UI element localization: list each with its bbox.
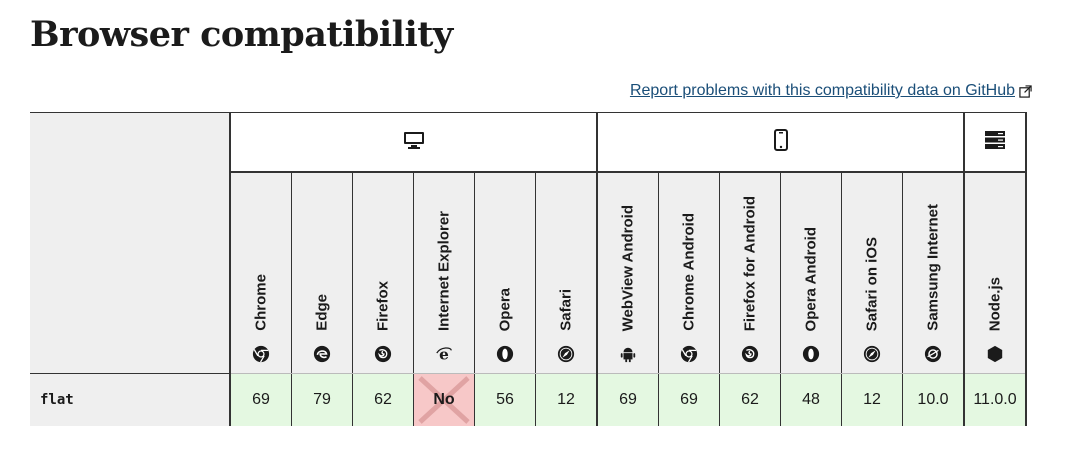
browser-header-firefox-for-android: Firefox for Android	[719, 172, 781, 374]
samsung-internet-icon	[924, 345, 942, 363]
external-link-icon	[1019, 84, 1032, 98]
support-cell[interactable]: 56	[474, 373, 536, 426]
firefox-icon	[741, 345, 759, 363]
browser-name: Samsung Internet	[924, 204, 942, 331]
support-cell[interactable]: 79	[291, 373, 353, 426]
support-value: 69	[619, 391, 637, 408]
support-cell[interactable]: 48	[780, 373, 842, 426]
unsupported-cross-icon	[418, 376, 470, 424]
support-value: 12	[863, 391, 881, 408]
internet-explorer-icon: e	[435, 345, 453, 363]
browser-header-chrome: Chrome	[230, 172, 292, 374]
browser-header-internet-explorer: Internet Explorer e	[413, 172, 475, 374]
support-value: 62	[374, 391, 392, 408]
support-value: 69	[252, 391, 270, 408]
browser-name: Internet Explorer	[435, 210, 453, 331]
support-value: 69	[680, 391, 698, 408]
support-value: 10.0	[917, 391, 949, 408]
compatibility-table: Chrome Edge Firefox Internet Explorer e Opera…	[30, 112, 1027, 426]
opera-icon	[496, 345, 514, 363]
support-cell[interactable]: 62	[719, 373, 781, 426]
browser-name: Node.js	[986, 276, 1004, 331]
browser-header-safari: Safari	[535, 172, 598, 374]
opera-icon	[802, 345, 820, 363]
chrome-icon	[680, 345, 698, 363]
support-cell[interactable]: 69	[230, 373, 292, 426]
platform-server	[964, 112, 1027, 173]
browser-header-opera: Opera	[474, 172, 536, 374]
browser-header-safari-on-ios: Safari on iOS	[841, 172, 903, 374]
browser-header-chrome-android: Chrome Android	[658, 172, 720, 374]
support-cell[interactable]: 11.0.0	[964, 373, 1027, 426]
browser-name: Edge	[313, 294, 331, 331]
support-cell[interactable]: 69	[597, 373, 659, 426]
feature-name: flat	[30, 373, 231, 426]
browser-name: Chrome Android	[680, 213, 698, 331]
firefox-icon	[374, 345, 392, 363]
nodejs-icon	[986, 345, 1004, 363]
mobile-icon	[773, 128, 788, 151]
chrome-icon	[252, 345, 270, 363]
table-row: flat 69 79 62 No 56 12 69 69 62 48 12 10.0 11.0.0	[30, 373, 1027, 426]
browser-name: Firefox for Android	[741, 195, 759, 331]
browser-name: Safari	[557, 289, 575, 331]
android-icon	[619, 345, 637, 363]
browser-header-samsung-internet: Samsung Internet	[902, 172, 965, 374]
server-icon	[985, 130, 1005, 149]
browser-header-firefox: Firefox	[352, 172, 414, 374]
support-value: 62	[741, 391, 759, 408]
safari-icon	[557, 345, 575, 363]
support-value: 79	[313, 391, 331, 408]
browser-header-opera-android: Opera Android	[780, 172, 842, 374]
browser-header-node-js: Node.js	[964, 172, 1027, 374]
edge-icon	[313, 345, 331, 363]
support-value: 48	[802, 391, 820, 408]
table-corner	[30, 112, 231, 374]
support-cell[interactable]: 69	[658, 373, 720, 426]
support-cell[interactable]: 10.0	[902, 373, 965, 426]
browser-name: Opera	[496, 287, 514, 331]
support-value: 12	[557, 391, 575, 408]
safari-icon	[863, 345, 881, 363]
report-problems-link[interactable]: Report problems with this compatibility …	[630, 82, 1032, 100]
support-cell[interactable]: 12	[841, 373, 903, 426]
browser-name: Chrome	[252, 274, 270, 331]
svg-text:e: e	[439, 345, 449, 363]
support-value: No	[433, 391, 455, 408]
browser-name: Firefox	[374, 280, 392, 331]
browser-header-edge: Edge	[291, 172, 353, 374]
browser-name: WebView Android	[619, 204, 637, 331]
browser-name: Safari on iOS	[863, 236, 881, 331]
browser-name: Opera Android	[802, 226, 820, 331]
support-value: 11.0.0	[973, 391, 1017, 408]
support-value: 56	[496, 391, 514, 408]
browser-row: Chrome Edge Firefox Internet Explorer e Opera…	[30, 172, 1027, 374]
platform-mobile	[597, 112, 965, 173]
support-cell[interactable]: 12	[535, 373, 598, 426]
browser-header-webview-android: WebView Android	[597, 172, 659, 374]
page-title: Browser compatibility	[30, 14, 453, 55]
support-cell[interactable]: 62	[352, 373, 414, 426]
platform-desktop	[230, 112, 598, 173]
desktop-icon	[403, 131, 424, 149]
report-link-label: Report problems with this compatibility …	[629, 82, 1015, 99]
platform-row	[30, 112, 1027, 374]
support-cell-unsupported[interactable]: No	[413, 373, 475, 426]
